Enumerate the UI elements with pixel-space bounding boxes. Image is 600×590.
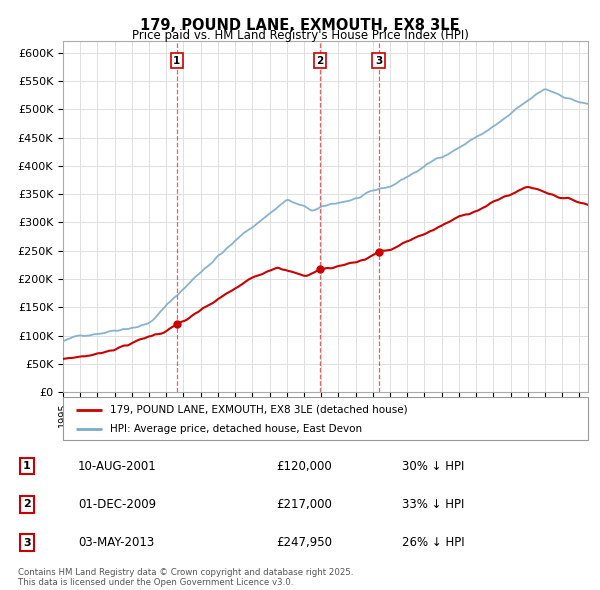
Text: 33% ↓ HPI: 33% ↓ HPI	[402, 498, 464, 511]
Text: 1: 1	[23, 461, 31, 471]
Text: 2: 2	[316, 55, 323, 65]
Text: 179, POUND LANE, EXMOUTH, EX8 3LE (detached house): 179, POUND LANE, EXMOUTH, EX8 3LE (detac…	[110, 405, 408, 415]
Text: Price paid vs. HM Land Registry's House Price Index (HPI): Price paid vs. HM Land Registry's House …	[131, 30, 469, 42]
Text: £247,950: £247,950	[276, 536, 332, 549]
Text: Contains HM Land Registry data © Crown copyright and database right 2025.
This d: Contains HM Land Registry data © Crown c…	[18, 568, 353, 587]
Text: £120,000: £120,000	[276, 460, 332, 473]
Text: 26% ↓ HPI: 26% ↓ HPI	[402, 536, 464, 549]
Text: 3: 3	[375, 55, 382, 65]
Text: 3: 3	[23, 538, 31, 548]
Text: 01-DEC-2009: 01-DEC-2009	[78, 498, 156, 511]
Text: 10-AUG-2001: 10-AUG-2001	[78, 460, 157, 473]
FancyBboxPatch shape	[63, 397, 588, 440]
Text: HPI: Average price, detached house, East Devon: HPI: Average price, detached house, East…	[110, 424, 362, 434]
Text: 179, POUND LANE, EXMOUTH, EX8 3LE: 179, POUND LANE, EXMOUTH, EX8 3LE	[140, 18, 460, 32]
Text: 30% ↓ HPI: 30% ↓ HPI	[402, 460, 464, 473]
Text: 03-MAY-2013: 03-MAY-2013	[78, 536, 154, 549]
Text: 2: 2	[23, 500, 31, 509]
Text: £217,000: £217,000	[276, 498, 332, 511]
Text: 1: 1	[173, 55, 181, 65]
